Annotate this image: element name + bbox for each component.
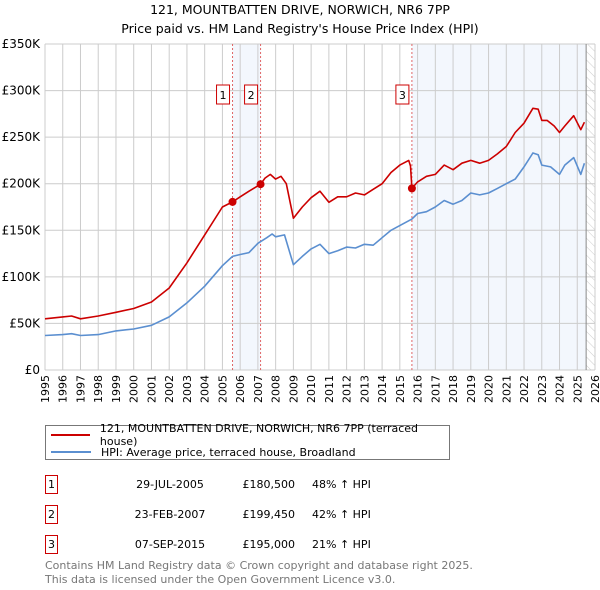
footer-licence: This data is licensed under the Open Gov… [45,573,396,586]
x-tick-label: 1998 [92,375,105,403]
legend-swatch-blue [51,451,91,453]
sale-price: £195,000 [242,538,296,551]
y-tick-label: £100K [2,270,42,284]
sale-row: 2 23-FEB-2007 £199,450 42% ↑ HPI [45,505,545,525]
x-tick-label: 2005 [216,375,229,403]
y-tick-label: £250K [2,130,42,144]
sale-price: £180,500 [242,478,296,491]
legend-item-property: 121, MOUNTBATTEN DRIVE, NORWICH, NR6 7PP… [51,422,449,448]
forecast-hatch [586,44,595,370]
sale-badge-label: 1 [220,89,227,102]
y-tick-label: £50K [9,316,41,330]
sale-hpi-diff: 21% ↑ HPI [312,538,371,551]
x-tick-label: 1996 [57,375,70,403]
legend: 121, MOUNTBATTEN DRIVE, NORWICH, NR6 7PP… [45,422,450,460]
x-tick-label: 2002 [163,375,176,403]
x-tick-label: 2017 [429,375,442,403]
sale-hpi-diff: 48% ↑ HPI [312,478,371,491]
x-tick-label: 2019 [465,375,478,403]
x-tick-label: 2008 [270,375,283,403]
sale-marker-badge: 2 [45,505,58,524]
sale-point [256,180,265,189]
x-tick-label: 2003 [181,375,194,403]
x-tick-label: 2011 [323,375,336,403]
price-chart: 1995 1996 1997 1998 1999 2000 2001 2002 2003 2004… [2,37,600,403]
x-tick-label: 2016 [412,375,425,403]
chart-title: 121, MOUNTBATTEN DRIVE, NORWICH, NR6 7PP [150,2,450,17]
sale-badge-label: 2 [248,89,255,102]
hpi-series-line [44,152,586,337]
y-tick-label: £300K [2,84,42,98]
sale-date: 23-FEB-2007 [134,508,206,521]
y-tick-label: £350K [2,37,42,51]
sale-marker-badge: 1 [45,475,58,494]
sale-badge [395,84,410,105]
x-tick-label: 2010 [305,375,318,403]
legend-swatch-red [51,434,90,436]
sale-badge-label: 3 [399,89,406,102]
x-tick-label: 2000 [128,375,141,403]
x-tick-label: 2023 [536,375,549,403]
legend-label: 121, MOUNTBATTEN DRIVE, NORWICH, NR6 7PP… [99,422,419,448]
x-tick-label: 2024 [554,375,567,403]
x-tick-label: 2018 [447,375,460,403]
x-tick-label: 1997 [74,375,87,403]
x-tick-label: 2009 [287,375,300,403]
sale-point [228,197,237,206]
sale-marker-badge: 3 [45,535,58,554]
x-tick-label: 2014 [376,375,389,403]
sale-badge [216,84,231,105]
x-tick-label: 2007 [252,375,265,403]
sale-badge [244,84,259,105]
x-tick-label: 2022 [518,375,531,403]
sale-date: 29-JUL-2005 [136,478,204,491]
x-tick-label: 1999 [110,375,123,403]
shaded-region [411,44,587,370]
x-tick-label: 2021 [500,375,513,403]
sale-date: 07-SEP-2015 [134,538,206,551]
legend-item-hpi: HPI: Average price, terraced house, Broa… [51,444,356,460]
chart-subtitle: Price paid vs. HM Land Registry's House … [121,21,479,36]
x-tick-label: 2026 [589,375,600,403]
sale-price: £199,450 [242,508,296,521]
legend-label: HPI: Average price, terraced house, Broa… [101,445,356,459]
footer-copyright: Contains HM Land Registry data © Crown c… [45,559,473,572]
x-tick-label: 2013 [358,375,371,403]
property-series-line [44,107,586,320]
x-tick-label: 2001 [145,375,158,403]
x-tick-label: 2012 [341,375,354,403]
y-tick-label: £0 [25,363,40,377]
x-tick-label: 2025 [571,375,584,403]
sale-point [407,184,416,193]
x-tick-label: 2015 [394,375,407,403]
x-tick-label: 1995 [39,375,52,403]
x-tick-label: 2020 [483,375,496,403]
sale-hpi-diff: 42% ↑ HPI [312,508,371,521]
x-tick-label: 2004 [199,375,212,403]
y-tick-label: £150K [2,223,42,237]
sale-row: 3 07-SEP-2015 £195,000 21% ↑ HPI [45,535,545,555]
y-tick-label: £200K [2,177,42,191]
x-tick-label: 2006 [234,375,247,403]
sale-row: 1 29-JUL-2005 £180,500 48% ↑ HPI [45,475,545,495]
